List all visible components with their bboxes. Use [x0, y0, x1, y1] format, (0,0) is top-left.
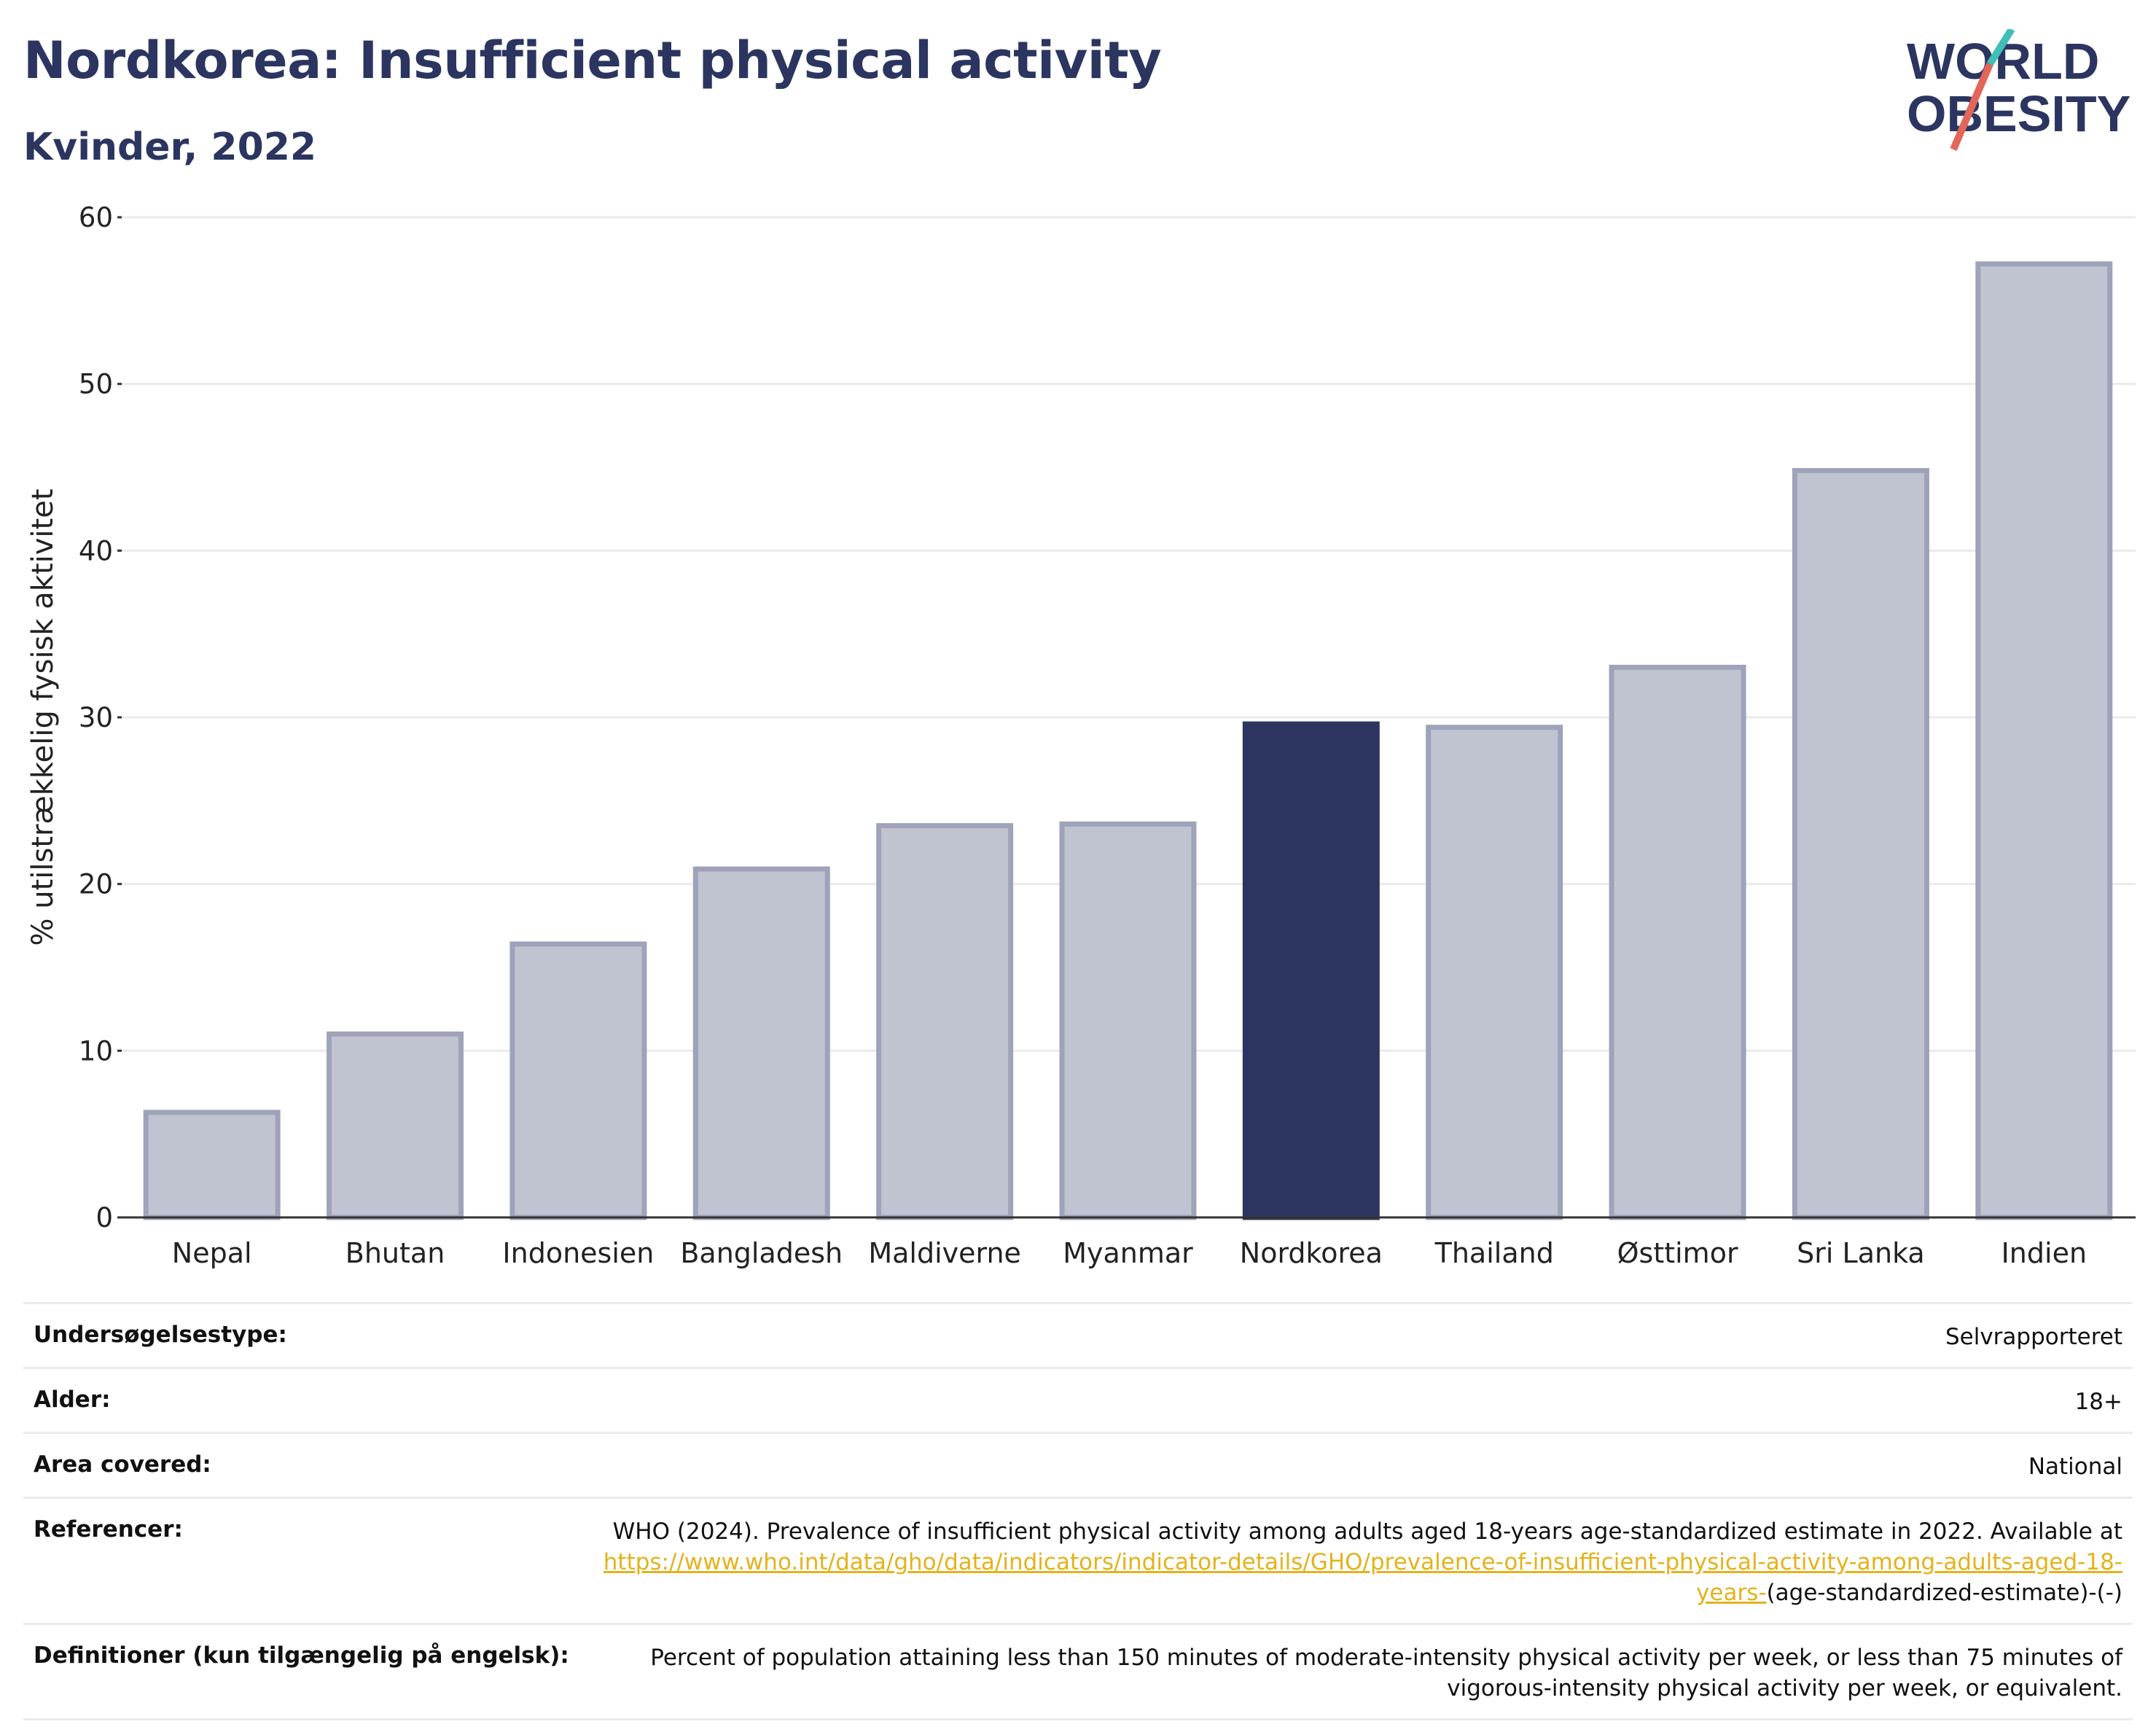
- y-axis-label: % utilstrækkelig fysisk aktivitet: [26, 488, 60, 946]
- x-tick-label: Østtimor: [1617, 1237, 1738, 1269]
- info-label: Area covered:: [34, 1451, 211, 1478]
- info-label: Undersøgelsestype:: [34, 1322, 287, 1348]
- y-axis-ticks: 0 10 20 30 40 50 60: [79, 202, 122, 1233]
- logo-slash-coral: [1950, 63, 1993, 151]
- y-tick-label: 60: [79, 202, 113, 233]
- chart-title: Nordkorea: Insufficient physical activit…: [23, 31, 1162, 90]
- bars: [143, 261, 2113, 1220]
- y-tick-label: 10: [79, 1035, 113, 1067]
- bar-bhutan: [327, 1031, 464, 1220]
- logo-slash-teal: [1986, 29, 2015, 66]
- x-tick-label: Thailand: [1434, 1237, 1554, 1269]
- info-row-age: Alder: 18+: [23, 1367, 2133, 1432]
- info-label: Alder:: [34, 1387, 111, 1413]
- info-value: 18+: [2074, 1389, 2122, 1415]
- world-obesity-logo: WORLD OBESITY: [1907, 29, 2130, 151]
- info-value: National: [2028, 1454, 2122, 1480]
- reference-link[interactable]: https://www.who.int/data/gho/data/indica…: [603, 1549, 2122, 1606]
- info-value: WHO (2024). Prevalence of insufficient p…: [563, 1516, 2122, 1608]
- bar-maldiverne: [876, 823, 1014, 1220]
- bar-nepal: [143, 1110, 281, 1220]
- x-tick-label: Bhutan: [345, 1237, 445, 1269]
- x-tick-label: Nepal: [172, 1237, 252, 1269]
- x-tick-label: Nordkorea: [1240, 1237, 1383, 1269]
- bar-østtimor: [1609, 664, 1746, 1220]
- y-tick-label: 0: [95, 1202, 113, 1233]
- info-table: Undersøgelsestype: Selvrapporteret Alder…: [23, 1302, 2133, 1720]
- bar-myanmar: [1059, 821, 1197, 1220]
- x-tick-label: Bangladesh: [680, 1237, 843, 1269]
- x-tick-label: Sri Lanka: [1797, 1237, 1925, 1269]
- chart-subtitle: Kvinder, 2022: [23, 125, 317, 169]
- bar-chart: 0 10 20 30 40 50 60 Nepal Bhutan Indonesien Bangl…: [26, 202, 2136, 1269]
- info-row-definition: Definitioner (kun tilgængelig på engelsk…: [23, 1623, 2133, 1720]
- logo-text-obesity: OBESITY: [1907, 85, 2130, 142]
- bar-sri-lanka: [1792, 468, 1929, 1220]
- x-tick-label: Myanmar: [1063, 1237, 1193, 1269]
- x-tick-label: Maldiverne: [868, 1237, 1021, 1269]
- bar-nordkorea: [1242, 721, 1380, 1220]
- bar-indien: [1975, 261, 2113, 1220]
- x-tick-label: Indien: [2001, 1237, 2087, 1269]
- reference-suffix: (age-standardized-estimate)-(-): [1766, 1580, 2122, 1606]
- y-tick-label: 30: [79, 702, 113, 733]
- info-value: Percent of population attaining less tha…: [650, 1645, 2122, 1701]
- info-row-area: Area covered: National: [23, 1432, 2133, 1497]
- y-tick-label: 40: [79, 535, 113, 566]
- x-axis-ticks: Nepal Bhutan Indonesien Bangladesh Maldivern…: [172, 1237, 2087, 1269]
- bar-indonesien: [509, 941, 647, 1220]
- info-row-survey-type: Undersøgelsestype: Selvrapporteret: [23, 1302, 2133, 1367]
- info-value: Selvrapporteret: [1945, 1324, 2122, 1350]
- bar-bangladesh: [692, 866, 830, 1220]
- reference-text: WHO (2024). Prevalence of insufficient p…: [612, 1518, 2122, 1545]
- info-label: Referencer:: [34, 1516, 183, 1543]
- info-label: Definitioner (kun tilgængelig på engelsk…: [34, 1642, 569, 1669]
- y-tick-label: 50: [79, 369, 113, 400]
- x-tick-label: Indonesien: [502, 1237, 654, 1269]
- bar-thailand: [1426, 725, 1563, 1220]
- y-tick-label: 20: [79, 869, 113, 900]
- info-row-references: Referencer: WHO (2024). Prevalence of in…: [23, 1497, 2133, 1623]
